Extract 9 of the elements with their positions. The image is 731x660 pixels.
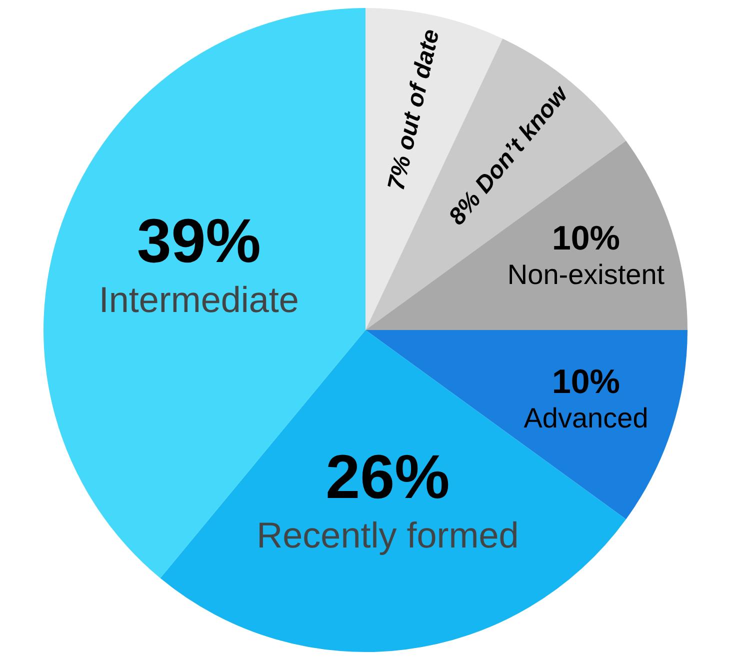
slice-label: Recently formed [256,514,519,556]
data-label: 10% [552,363,620,402]
data-label: 26% [326,442,450,512]
data-label: 10% [552,220,620,258]
slice-label: 7% out of date [382,26,445,193]
slice-label: Intermediate [98,278,299,320]
slice-label: Advanced [524,402,648,434]
data-label: 39% [136,207,261,276]
slice-label: Non-existent [507,259,665,290]
